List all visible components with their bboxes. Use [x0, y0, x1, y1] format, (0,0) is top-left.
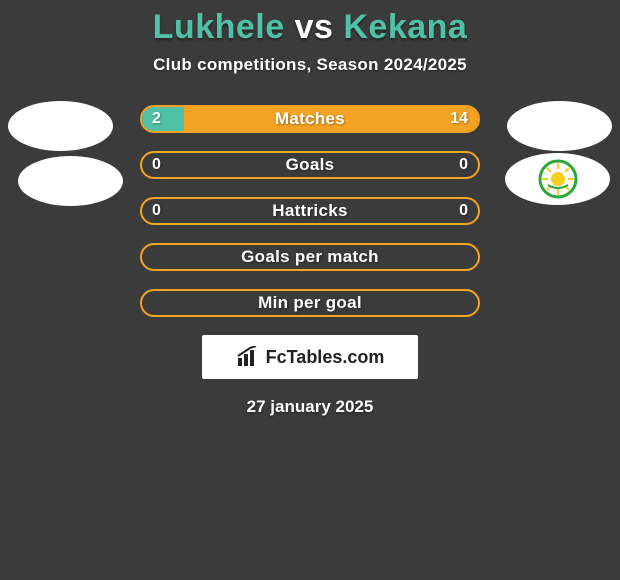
- title-vs: vs: [295, 8, 334, 46]
- branding-text: FcTables.com: [266, 347, 385, 368]
- title-player2: Kekana: [343, 8, 467, 46]
- club-crest-icon: [536, 157, 580, 201]
- title-player1: Lukhele: [153, 8, 285, 46]
- stat-bar: Min per goal: [140, 289, 480, 317]
- branding-badge: FcTables.com: [202, 335, 418, 379]
- subtitle: Club competitions, Season 2024/2025: [0, 55, 620, 75]
- stat-bar: 214Matches: [140, 105, 480, 133]
- bar-chart-icon: [236, 346, 262, 368]
- stat-bar: 00Hattricks: [140, 197, 480, 225]
- bar-label: Matches: [142, 109, 478, 129]
- page-title: Lukhele vs Kekana: [0, 0, 620, 47]
- stat-bar: Goals per match: [140, 243, 480, 271]
- team-logo-right-2: [505, 153, 610, 205]
- team-logo-left-2: [18, 156, 123, 206]
- comparison-block: 214Matches 00Goals 00Hattricks Goals per ma…: [0, 105, 620, 417]
- bar-label: Goals per match: [142, 247, 478, 267]
- bar-label: Min per goal: [142, 293, 478, 313]
- date-text: 27 january 2025: [0, 397, 620, 417]
- bar-label: Hattricks: [142, 201, 478, 221]
- team-logo-right-1: [507, 101, 612, 151]
- bar-label: Goals: [142, 155, 478, 175]
- stat-bar: 00Goals: [140, 151, 480, 179]
- team-logo-left-1: [8, 101, 113, 151]
- stat-bars: 214Matches 00Goals 00Hattricks Goals per ma…: [140, 105, 480, 317]
